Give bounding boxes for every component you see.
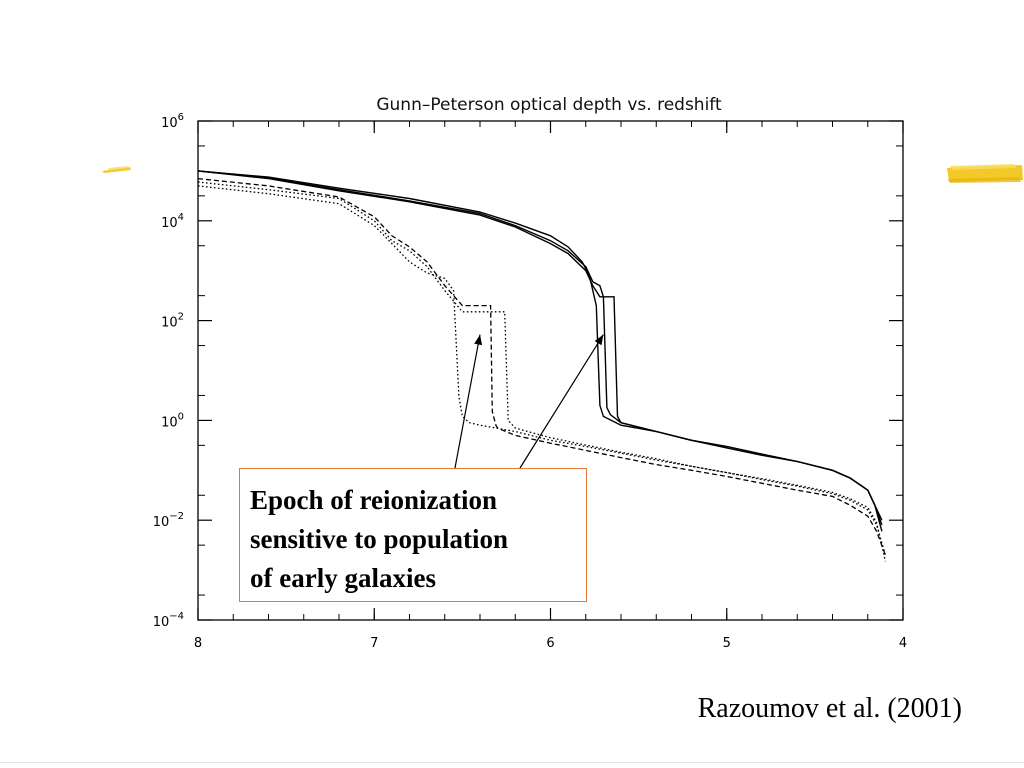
chart-title: Gunn–Peterson optical depth vs. redshift bbox=[376, 95, 722, 115]
annotation-line-1: Epoch of reionization bbox=[250, 485, 498, 515]
y-tick-label: 10−2 bbox=[153, 511, 184, 530]
slide-footer-divider bbox=[0, 762, 1024, 763]
series-layer bbox=[197, 170, 887, 562]
y-tick-label: 102 bbox=[161, 312, 184, 331]
y-tick-label: 10−4 bbox=[153, 611, 184, 630]
x-tick-label: 7 bbox=[370, 636, 378, 651]
y-tick-label: 106 bbox=[161, 112, 184, 131]
y-tick-label: 100 bbox=[161, 411, 184, 430]
series-line-5 bbox=[197, 181, 887, 562]
y-tick-label: 104 bbox=[161, 212, 184, 231]
highlighter-stroke-left bbox=[102, 166, 131, 173]
x-tick-label: 4 bbox=[899, 636, 907, 651]
axis-ticks: 8 7 6 5 4 106 104 102 100 10−2 10−4 bbox=[153, 112, 907, 651]
citation: Razoumov et al. (2001) bbox=[697, 693, 962, 724]
annotation-line-3: of early galaxies bbox=[250, 563, 436, 593]
series-line-6 bbox=[197, 185, 887, 556]
x-tick-label: 6 bbox=[546, 636, 554, 651]
annotation-box: Epoch of reionization sensitive to popul… bbox=[239, 468, 587, 602]
annotation-arrows bbox=[454, 334, 604, 469]
x-tick-label: 5 bbox=[723, 636, 731, 651]
annotation-line-2: sensitive to population bbox=[250, 524, 509, 554]
annotation-arrow-line bbox=[454, 334, 481, 469]
series-line-3 bbox=[197, 170, 883, 521]
highlighter-stroke-right bbox=[947, 164, 1023, 183]
annotation-arrow-head bbox=[474, 334, 483, 346]
x-tick-label: 8 bbox=[194, 636, 202, 651]
annotation-arrow-line bbox=[519, 334, 604, 469]
annotation-arrow-head bbox=[594, 334, 604, 346]
series-line-4 bbox=[197, 177, 887, 556]
